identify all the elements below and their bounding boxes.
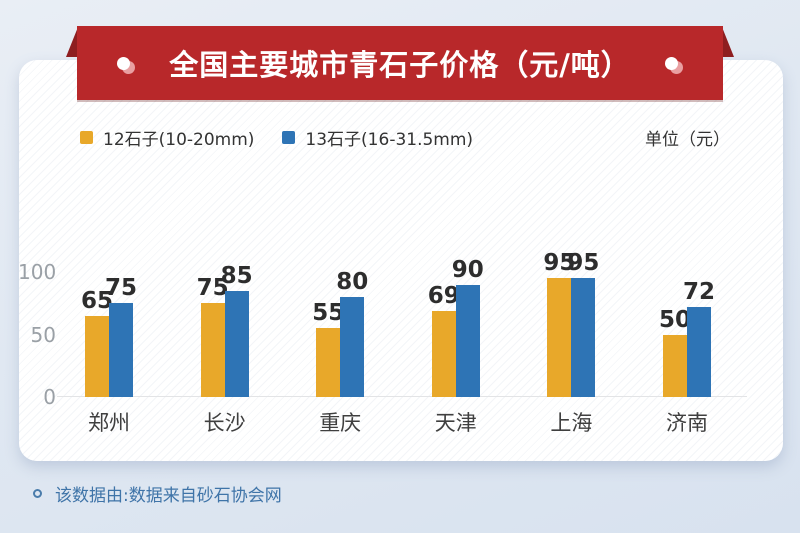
bar <box>200 303 225 397</box>
bar-column: 80 <box>336 271 368 397</box>
bar-value-label: 90 <box>451 256 484 283</box>
y-axis: 0 50 100 <box>18 250 57 408</box>
bar <box>547 278 572 397</box>
bar-value-label: 85 <box>220 262 253 289</box>
circle-bullet-icon <box>33 489 42 498</box>
bar <box>109 303 133 397</box>
chart-card <box>19 60 783 461</box>
y-axis-tick: 50 <box>30 322 56 347</box>
bar-group: 50 72 济南 <box>659 281 715 436</box>
bar-value-label: 95 <box>543 250 576 277</box>
bar <box>224 290 249 397</box>
bar-group: 75 85 长沙 <box>197 264 253 435</box>
x-axis-line <box>57 396 747 397</box>
bar-value-label: 75 <box>196 275 229 302</box>
bar-group: 69 90 天津 <box>428 258 484 435</box>
bar-column: 95 <box>567 252 599 397</box>
unit-label: 单位（元） <box>645 129 730 150</box>
bar-value-label: 65 <box>81 287 114 314</box>
bar-column: 50 <box>659 308 691 397</box>
bar-value-label: 69 <box>427 282 460 309</box>
bar <box>340 297 365 397</box>
legend-item-12stone: 12石子(10-20mm) <box>80 125 254 150</box>
legend-swatch-blue-icon <box>282 130 296 144</box>
y-axis-tick: 0 <box>43 385 56 409</box>
bar-column: 75 <box>105 277 137 397</box>
bar <box>85 315 109 397</box>
bar <box>431 310 456 397</box>
bar-column: 65 <box>81 289 113 397</box>
plot-area: 65 75 郑州 75 85 长沙 55 80 重庆 69 90 天津 95 95 上海 50 72 济南 <box>57 250 747 436</box>
bar <box>686 307 711 397</box>
legend-swatch-yellow-icon <box>80 130 93 144</box>
ribbon-fold-right <box>722 27 734 57</box>
x-axis-label: 上海 <box>550 411 593 435</box>
bar <box>455 284 480 397</box>
bar-column: 95 <box>543 252 575 397</box>
bar <box>571 278 596 397</box>
bar <box>662 334 687 397</box>
y-axis-tick: 100 <box>18 260 57 284</box>
bar-column: 90 <box>452 258 484 397</box>
x-axis-label: 天津 <box>434 411 477 435</box>
bar-value-label: 55 <box>312 300 345 327</box>
bar-group: 95 95 上海 <box>543 252 599 435</box>
legend-item-13stone: 13石子(16-31.5mm) <box>282 125 473 150</box>
bar <box>316 328 341 397</box>
decor-dot-right-icon <box>665 57 678 70</box>
bar-column: 69 <box>428 284 460 397</box>
x-axis-label: 重庆 <box>319 411 362 435</box>
legend-label-12stone: 12石子(10-20mm) <box>103 129 255 150</box>
bar-column: 85 <box>221 264 253 397</box>
bar-group: 55 80 重庆 <box>312 271 368 436</box>
x-axis-label: 长沙 <box>203 411 246 435</box>
bar-column: 75 <box>197 277 229 397</box>
legend: 12石子(10-20mm) 13石子(16-31.5mm) 单位（元） <box>80 124 730 150</box>
footer-note-text: 该数据由:数据来自砂石协会网 <box>55 486 282 506</box>
x-axis-label: 郑州 <box>88 411 130 435</box>
bar-groups: 65 75 郑州 75 85 长沙 55 80 重庆 69 90 天津 95 95 上海 50 72 济南 <box>81 250 715 436</box>
bar-chart: 0 50 100 65 75 郑州 75 85 长沙 55 80 重庆 69 90 天津 95 95 上海 50 7… <box>0 250 800 436</box>
data-source-note: 该数据由:数据来自砂石协会网 <box>33 481 282 506</box>
bar-value-label: 75 <box>105 275 138 302</box>
bar-value-label: 50 <box>658 306 691 333</box>
decor-dot-left-icon <box>117 57 130 70</box>
bar-column: 55 <box>312 302 344 397</box>
legend-label-13stone: 13石子(16-31.5mm) <box>305 129 474 150</box>
title-ribbon: 全国主要城市青石子价格（元/吨） <box>77 26 723 100</box>
bar-value-label: 80 <box>336 269 369 295</box>
page-title: 全国主要城市青石子价格（元/吨） <box>169 48 631 82</box>
bar-value-label: 95 <box>567 250 600 277</box>
bar-value-label: 72 <box>682 279 715 305</box>
x-axis-label: 济南 <box>665 411 708 435</box>
bar-column: 72 <box>683 281 715 397</box>
bar-group: 65 75 郑州 <box>81 277 137 435</box>
